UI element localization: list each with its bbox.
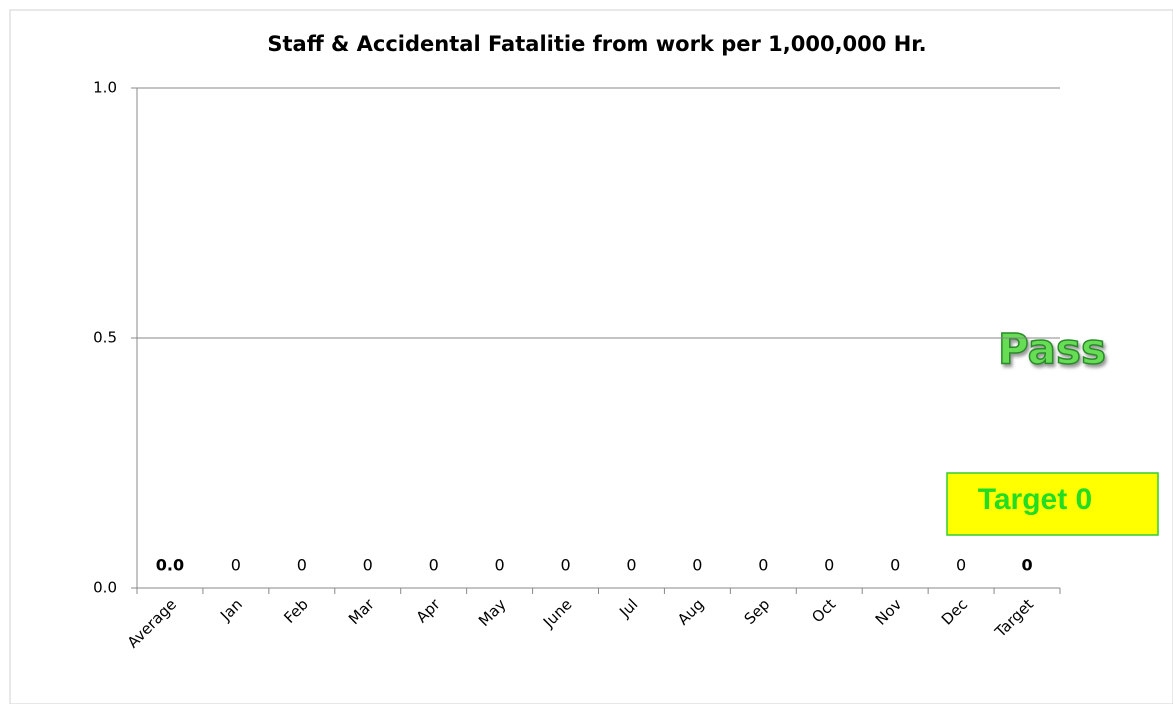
value-label: 0: [692, 556, 702, 575]
value-label: 0: [956, 556, 966, 575]
target-annotation: Target 0: [978, 483, 1092, 516]
value-label: 0: [429, 556, 439, 575]
target-box: [946, 472, 1159, 536]
value-label: 0: [1021, 556, 1032, 575]
value-label: 0: [297, 556, 307, 575]
value-label: 0: [231, 556, 241, 575]
y-tick-label: 0.0: [93, 579, 117, 597]
value-label: 0.0: [156, 556, 184, 575]
value-label: 0: [890, 556, 900, 575]
chart-title: Staff & Accidental Fatalitie from work p…: [267, 32, 926, 56]
y-tick-label: 1.0: [93, 79, 117, 97]
pass-annotation: Pass: [998, 325, 1106, 374]
value-label: 0: [824, 556, 834, 575]
value-label: 0: [495, 556, 505, 575]
value-label: 0: [626, 556, 636, 575]
value-label: 0: [363, 556, 373, 575]
y-tick-label: 0.5: [93, 329, 117, 347]
value-label: 0: [560, 556, 570, 575]
value-label: 0: [758, 556, 768, 575]
